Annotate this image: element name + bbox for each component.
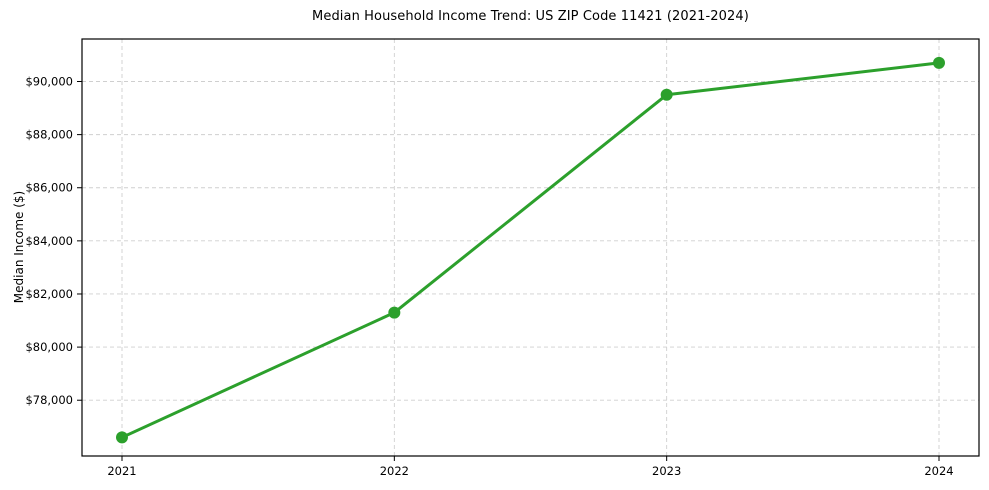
plot-border (81, 38, 980, 457)
chart-title: Median Household Income Trend: US ZIP Co… (312, 9, 749, 24)
y-tick-label: $86,000 (25, 181, 73, 195)
y-tick-label: $80,000 (25, 340, 73, 354)
data-point-2022 (388, 306, 401, 319)
y-tick-label: $82,000 (25, 287, 73, 301)
x-tick-label: 2021 (107, 464, 136, 478)
x-tick-label: 2024 (924, 464, 953, 478)
y-tick-label: $78,000 (25, 393, 73, 407)
x-tick-label: 2023 (652, 464, 681, 478)
data-point-2021 (116, 431, 128, 444)
y-tick-label: $90,000 (25, 74, 73, 88)
data-point-2023 (660, 88, 673, 101)
y-tick-label: $84,000 (25, 234, 73, 248)
y-tick-label: $88,000 (25, 128, 73, 142)
x-tick-label: 2022 (380, 464, 409, 478)
y-axis-label: Median Income ($) (12, 190, 26, 304)
data-point-2024 (933, 56, 945, 69)
trend-line (120, 61, 941, 439)
